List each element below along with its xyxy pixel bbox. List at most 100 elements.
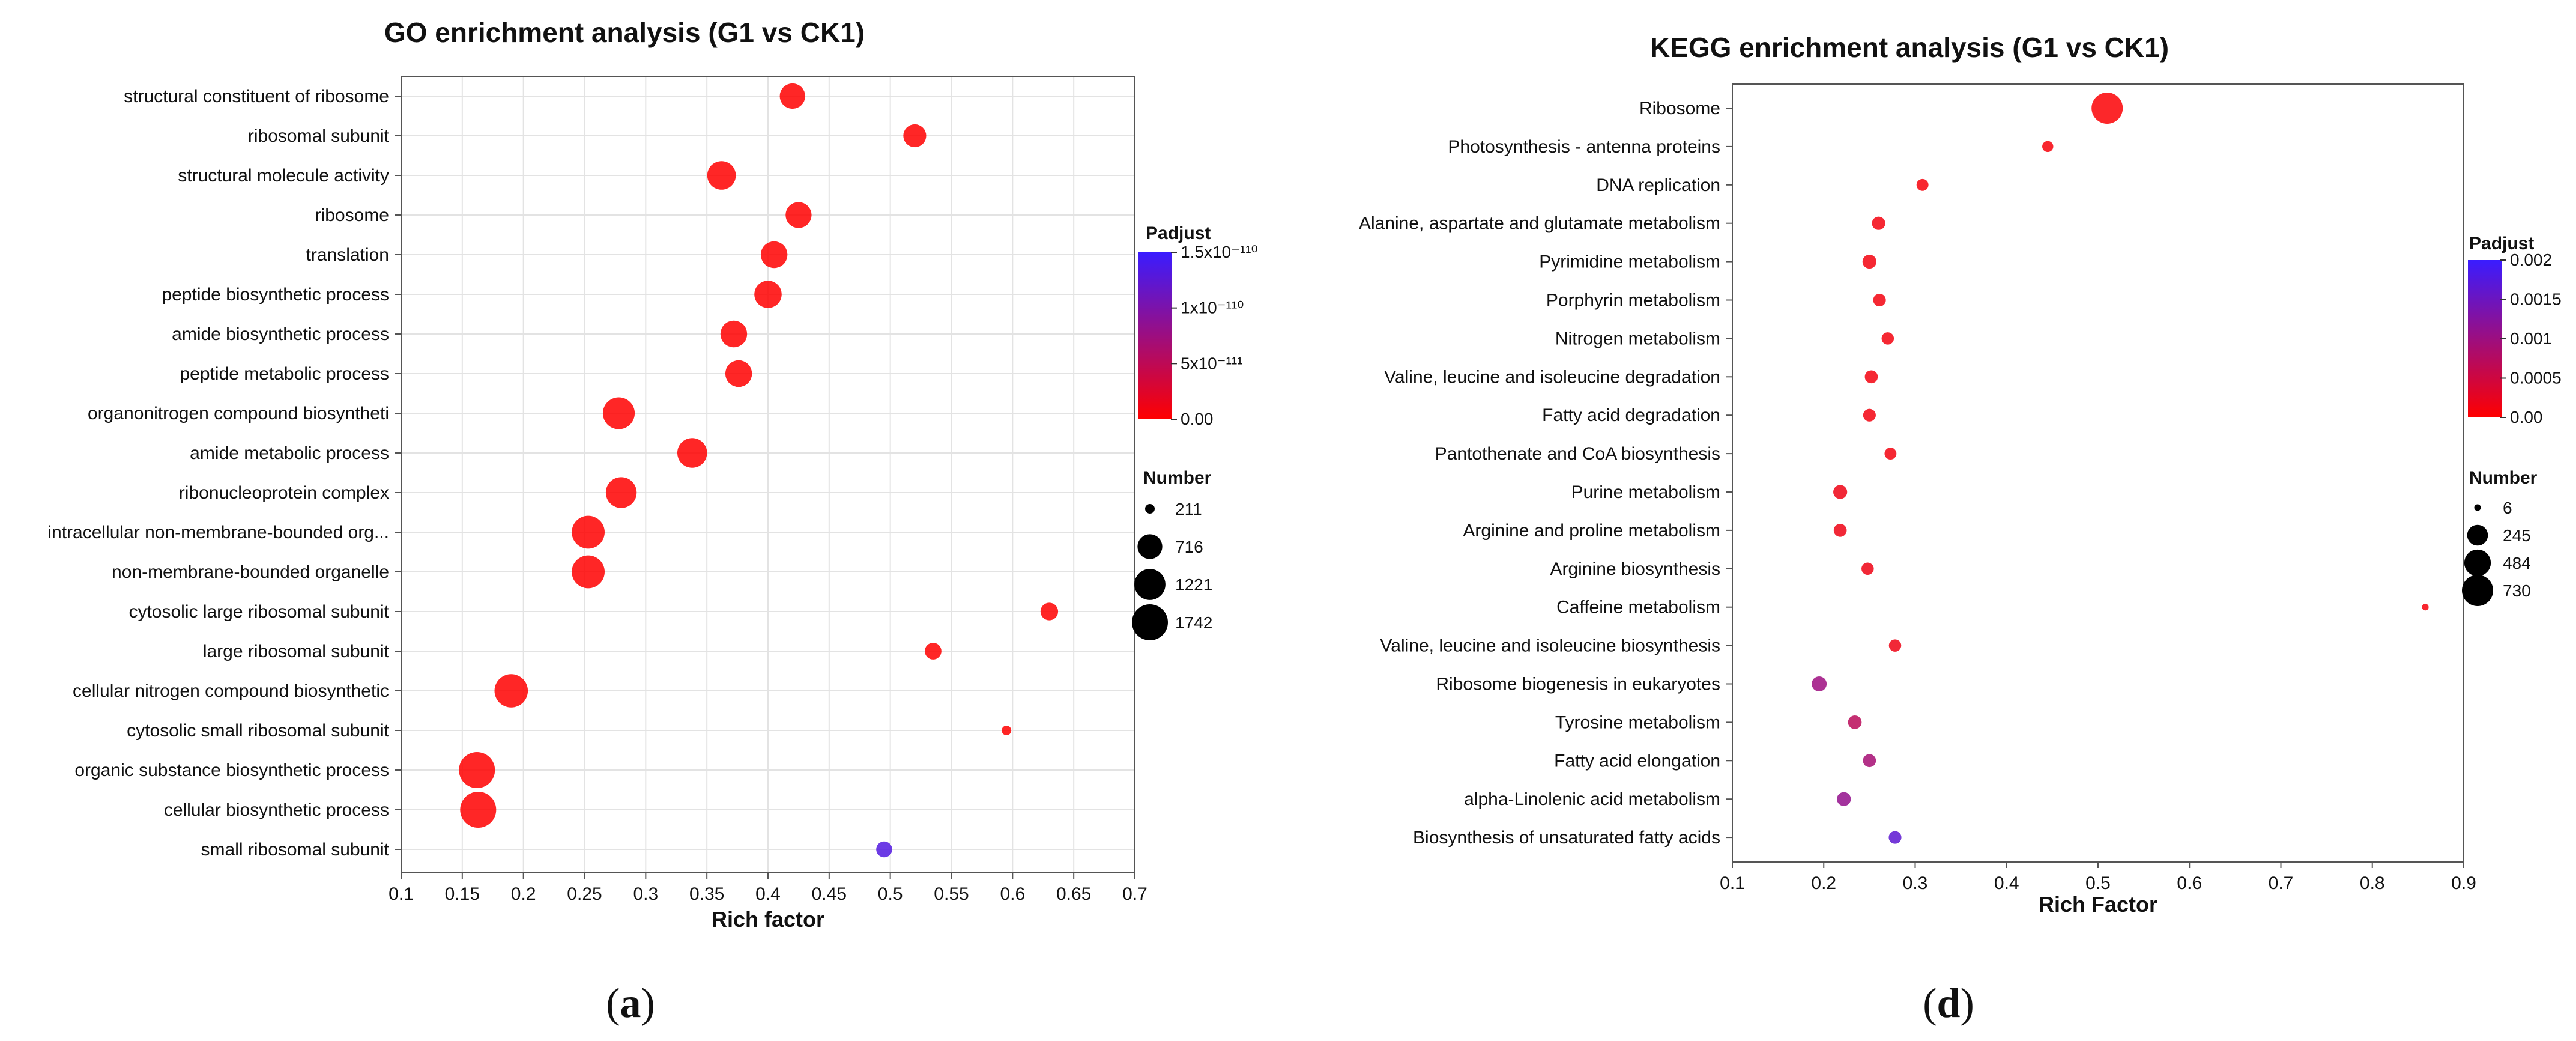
- go-point: [605, 477, 637, 508]
- kegg-point: [1812, 676, 1827, 691]
- go-panel-caption: (a): [606, 980, 655, 1027]
- kegg-category-label: Caffeine metabolism: [1556, 598, 1720, 618]
- kegg-category-label: Fatty acid elongation: [1554, 751, 1720, 771]
- kegg-size-legend-dot: [2464, 549, 2491, 577]
- go-category-label: large ribosomal subunit: [203, 642, 390, 661]
- go-point: [903, 124, 927, 148]
- kegg-x-tick-label: 0.1: [1720, 873, 1745, 893]
- kegg-point: [1833, 524, 1847, 537]
- kegg-category-label: Nitrogen metabolism: [1555, 329, 1720, 348]
- go-colorbar-label: 1x10⁻¹¹⁰: [1181, 299, 1244, 317]
- go-size-legend-dot: [1145, 504, 1155, 514]
- go-x-tick-label: 0.1: [389, 884, 414, 904]
- go-category-label: amide metabolic process: [190, 443, 389, 463]
- go-category-label: structural constituent of ribosome: [124, 86, 389, 106]
- go-size-legend-dot: [1134, 569, 1166, 600]
- kegg-x-tick-label: 0.5: [2085, 873, 2111, 893]
- kegg-size-legend-label: 245: [2503, 526, 2531, 545]
- kegg-point: [1833, 485, 1848, 499]
- kegg-point: [1884, 448, 1897, 460]
- go-point: [494, 674, 528, 708]
- kegg-category-label: Porphyrin metabolism: [1546, 291, 1720, 311]
- kegg-plot-frame: [1732, 83, 2464, 863]
- go-point: [459, 752, 495, 788]
- go-point: [572, 555, 605, 589]
- kegg-point: [1881, 332, 1894, 345]
- kegg-point: [1916, 178, 1929, 191]
- go-size-legend-label: 1221: [1175, 575, 1212, 594]
- go-category-label: amide biosynthetic process: [172, 324, 389, 344]
- go-point: [602, 397, 635, 429]
- kegg-chart-title: KEGG enrichment analysis (G1 vs CK1): [1650, 32, 2169, 63]
- kegg-point: [1872, 216, 1885, 230]
- go-x-tick-label: 0.3: [633, 884, 658, 904]
- go-point: [1040, 602, 1059, 621]
- go-size-legend-dot: [1137, 534, 1163, 559]
- go-category-label: organonitrogen compound biosyntheti: [88, 404, 389, 423]
- go-caption-close: ): [641, 980, 655, 1027]
- kegg-size-legend-label: 6: [2503, 499, 2512, 517]
- go-x-tick-label: 0.65: [1056, 884, 1091, 904]
- kegg-caption-close: ): [1960, 980, 1974, 1027]
- kegg-padjust-legend: Padjust 0.002 0.0015 0.001 0.0005 0.00: [2468, 234, 2562, 426]
- kegg-size-legend-label: 730: [2503, 581, 2531, 600]
- go-category-label: non-membrane-bounded organelle: [112, 562, 389, 582]
- go-point: [1002, 726, 1012, 735]
- kegg-colorbar-label: 0.00: [2510, 408, 2543, 426]
- go-caption-letter: a: [620, 980, 641, 1027]
- go-category-label: ribosome: [315, 205, 389, 225]
- kegg-category-label: Pyrimidine metabolism: [1539, 252, 1720, 272]
- go-category-label: peptide biosynthetic process: [162, 285, 389, 305]
- kegg-point: [2042, 141, 2054, 153]
- go-x-axis: 0.1 0.15 0.2 0.25 0.3 0.35 0.4 0.45 0.5 0.55 0.6 0.…: [389, 873, 1147, 904]
- go-category-label: intracellular non-membrane-bounded org..…: [47, 523, 389, 542]
- kegg-colorbar-label: 0.0005: [2510, 369, 2562, 387]
- go-x-axis-label: Rich factor: [712, 907, 824, 932]
- kegg-x-tick-label: 0.9: [2451, 873, 2476, 893]
- go-x-tick-label: 0.6: [1000, 884, 1025, 904]
- kegg-colorbar-label: 0.001: [2510, 329, 2552, 348]
- kegg-x-axis: 0.1 0.2 0.3 0.4 0.5 0.6 0.7 0.8 0.9: [1720, 862, 2476, 893]
- go-category-label: translation: [306, 245, 389, 265]
- go-x-tick-label: 0.25: [567, 884, 602, 904]
- go-x-tick-label: 0.4: [755, 884, 781, 904]
- kegg-size-legend-dot: [2474, 504, 2481, 511]
- kegg-panel: KEGG enrichment analysis (G1 vs CK1) Rib…: [1359, 32, 2562, 1027]
- kegg-category-label: Fatty acid degradation: [1542, 405, 1720, 425]
- kegg-point: [2422, 604, 2429, 611]
- kegg-x-tick-label: 0.3: [1903, 873, 1928, 893]
- go-point: [925, 643, 942, 660]
- kegg-category-label: Arginine and proline metabolism: [1463, 521, 1720, 541]
- go-category-label: organic substance biosynthetic process: [74, 760, 389, 780]
- go-point: [725, 360, 752, 387]
- go-x-tick-label: 0.55: [934, 884, 969, 904]
- go-caption-open: (: [606, 980, 620, 1027]
- go-padjust-legend-title: Padjust: [1146, 223, 1211, 243]
- kegg-number-legend: Number 6 245 484 730: [2462, 468, 2538, 606]
- kegg-point: [1862, 255, 1876, 269]
- go-category-label: cellular nitrogen compound biosynthetic: [73, 681, 389, 701]
- kegg-points: [1812, 93, 2429, 844]
- kegg-x-tick-label: 0.4: [1994, 873, 2019, 893]
- go-size-legend-label: 211: [1175, 500, 1202, 518]
- kegg-colorbar-label: 0.0015: [2510, 290, 2562, 309]
- go-grid: [401, 77, 1135, 873]
- go-size-legend-label: 1742: [1175, 613, 1212, 632]
- go-category-label: cytosolic large ribosomal subunit: [128, 602, 389, 622]
- kegg-x-axis-label: Rich Factor: [2039, 892, 2157, 917]
- go-point: [876, 841, 892, 858]
- kegg-caption-letter: d: [1937, 980, 1961, 1027]
- kegg-category-label: Alanine, aspartate and glutamate metabol…: [1359, 214, 1720, 234]
- go-colorbar-label: 1.5x10⁻¹¹⁰: [1181, 243, 1258, 261]
- kegg-point: [1873, 293, 1886, 307]
- go-point: [677, 438, 707, 468]
- kegg-category-label: Valine, leucine and isoleucine biosynthe…: [1380, 636, 1720, 656]
- kegg-category-label: Purine metabolism: [1571, 482, 1720, 502]
- go-x-tick-label: 0.7: [1122, 884, 1147, 904]
- kegg-category-label: Valine, leucine and isoleucine degradati…: [1384, 367, 1720, 387]
- go-point: [460, 792, 497, 828]
- go-colorbar-label: 0.00: [1181, 410, 1214, 428]
- go-padjust-colorbar: [1138, 252, 1172, 419]
- go-x-tick-label: 0.2: [511, 884, 536, 904]
